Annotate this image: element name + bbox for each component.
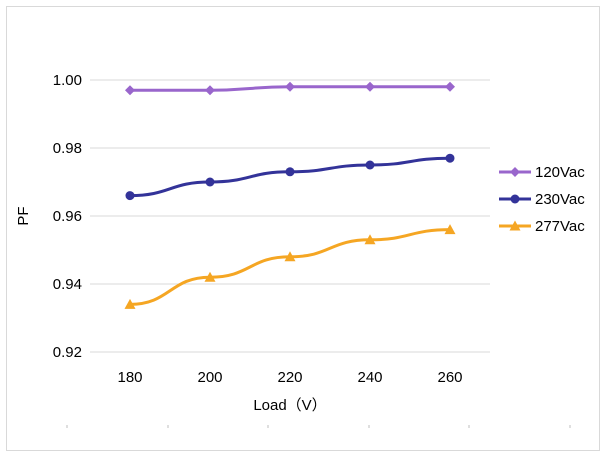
data-point bbox=[444, 224, 456, 235]
y-axis-title: PF bbox=[15, 206, 32, 225]
legend-marker bbox=[510, 167, 520, 177]
series-230Vac bbox=[125, 153, 455, 201]
y-tick-label: 0.94 bbox=[53, 276, 82, 293]
legend-marker bbox=[509, 220, 521, 231]
data-point bbox=[445, 81, 455, 92]
y-tick-label: 1.00 bbox=[53, 72, 82, 89]
data-point bbox=[124, 298, 136, 309]
legend-label: 120Vac bbox=[535, 164, 585, 181]
data-point bbox=[205, 177, 215, 187]
legend-label: 277Vac bbox=[535, 218, 585, 235]
series-277Vac bbox=[124, 224, 456, 309]
y-tick-label: 0.92 bbox=[53, 344, 82, 361]
data-point bbox=[445, 153, 455, 163]
data-point bbox=[204, 271, 216, 282]
x-tick-label: 220 bbox=[277, 369, 302, 386]
x-tick-label: 200 bbox=[197, 369, 222, 386]
data-point bbox=[285, 167, 295, 177]
legend-entry-277Vac: 277Vac bbox=[499, 218, 585, 235]
y-tick-label: 0.98 bbox=[53, 140, 82, 157]
legend-label: 230Vac bbox=[535, 191, 585, 208]
data-point bbox=[284, 251, 296, 262]
x-axis-title: Load（V） bbox=[253, 397, 326, 414]
x-tick-label: 260 bbox=[437, 369, 462, 386]
data-point bbox=[365, 160, 375, 170]
axes: 0.92 0.94 0.96 0.98 1.00 180 200 220 240 260 bbox=[53, 72, 571, 428]
data-point bbox=[205, 85, 215, 96]
x-tick-label: 180 bbox=[117, 369, 142, 386]
legend-marker bbox=[510, 194, 520, 204]
chart-border bbox=[6, 6, 600, 451]
data-point bbox=[285, 81, 295, 92]
x-tick-label: 240 bbox=[357, 369, 382, 386]
data-point bbox=[365, 81, 375, 92]
legend-entry-120Vac: 120Vac bbox=[499, 164, 585, 181]
legend: 120Vac 230Vac 277Vac bbox=[499, 164, 585, 235]
legend-entry-230Vac: 230Vac bbox=[499, 191, 585, 208]
grid-lines bbox=[90, 79, 490, 353]
y-tick-label: 0.96 bbox=[53, 208, 82, 225]
series-lines bbox=[124, 81, 456, 309]
data-point bbox=[125, 191, 135, 201]
data-point bbox=[364, 234, 376, 245]
data-point bbox=[125, 85, 135, 96]
series-120Vac bbox=[125, 81, 455, 96]
